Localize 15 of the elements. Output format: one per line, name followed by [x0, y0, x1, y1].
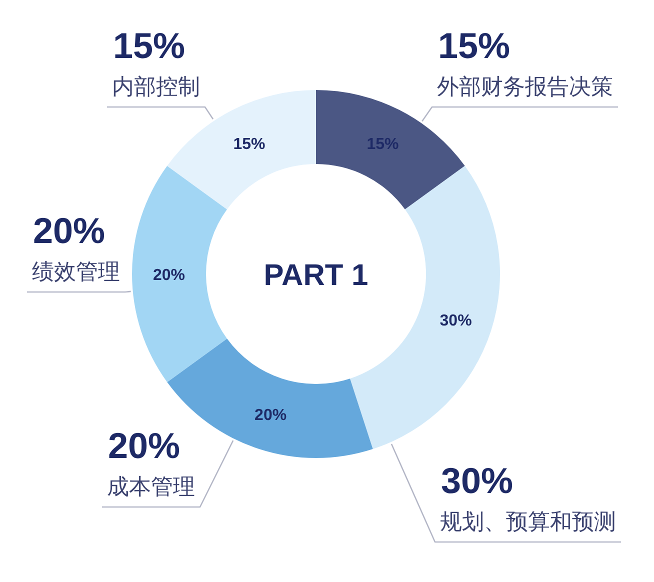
data-label: 30%: [440, 312, 472, 330]
slice-label: 外部财务报告决策: [437, 74, 613, 99]
text: 20%: [33, 210, 106, 251]
data-label: 20%: [254, 406, 287, 424]
text: 15%: [113, 25, 186, 66]
text: 15%: [438, 25, 510, 66]
data-label: 20%: [152, 267, 186, 284]
data-label: 15%: [233, 136, 266, 154]
slice-label: 规划、预算和预测: [440, 509, 616, 534]
slice-label: 成本管理: [107, 474, 195, 499]
text: 20%: [108, 425, 180, 466]
text: 30%: [441, 460, 514, 501]
slice-label: 绩效管理: [32, 259, 120, 284]
text: PART 1: [264, 259, 368, 292]
slice-label: 内部控制: [112, 74, 200, 99]
